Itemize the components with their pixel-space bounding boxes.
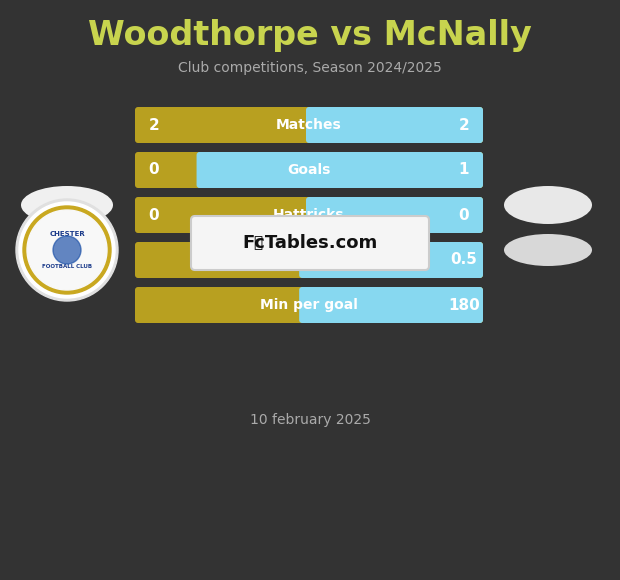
Text: CHESTER: CHESTER <box>49 231 85 237</box>
FancyBboxPatch shape <box>135 107 483 143</box>
Text: 0: 0 <box>459 208 469 223</box>
Text: 180: 180 <box>448 298 480 313</box>
Ellipse shape <box>504 234 592 266</box>
Text: Goals per match: Goals per match <box>245 253 373 267</box>
Circle shape <box>27 210 107 290</box>
Text: 2: 2 <box>149 118 159 132</box>
FancyBboxPatch shape <box>135 287 483 323</box>
Text: 2: 2 <box>459 118 469 132</box>
Circle shape <box>19 202 115 298</box>
FancyBboxPatch shape <box>197 152 483 188</box>
FancyBboxPatch shape <box>135 197 483 233</box>
Text: FOOTBALL CLUB: FOOTBALL CLUB <box>42 263 92 269</box>
Text: Matches: Matches <box>276 118 342 132</box>
FancyBboxPatch shape <box>306 197 483 233</box>
FancyBboxPatch shape <box>191 216 429 270</box>
Text: Woodthorpe vs McNally: Woodthorpe vs McNally <box>88 19 532 52</box>
Circle shape <box>23 206 111 294</box>
Text: Min per goal: Min per goal <box>260 298 358 312</box>
FancyBboxPatch shape <box>135 152 483 188</box>
Circle shape <box>16 199 118 301</box>
Text: 10 february 2025: 10 february 2025 <box>250 413 370 427</box>
FancyBboxPatch shape <box>299 287 483 323</box>
Text: 0: 0 <box>149 162 159 177</box>
Text: 0: 0 <box>149 208 159 223</box>
Ellipse shape <box>21 186 113 224</box>
Ellipse shape <box>504 186 592 224</box>
FancyBboxPatch shape <box>299 242 483 278</box>
Text: Hattricks: Hattricks <box>273 208 345 222</box>
Circle shape <box>53 236 81 264</box>
Text: 📊: 📊 <box>254 235 262 251</box>
Text: 1: 1 <box>459 162 469 177</box>
FancyBboxPatch shape <box>135 242 483 278</box>
Text: Goals: Goals <box>287 163 330 177</box>
Text: 0.5: 0.5 <box>451 252 477 267</box>
Text: FcTables.com: FcTables.com <box>242 234 378 252</box>
FancyBboxPatch shape <box>306 107 483 143</box>
Text: Club competitions, Season 2024/2025: Club competitions, Season 2024/2025 <box>178 61 442 75</box>
